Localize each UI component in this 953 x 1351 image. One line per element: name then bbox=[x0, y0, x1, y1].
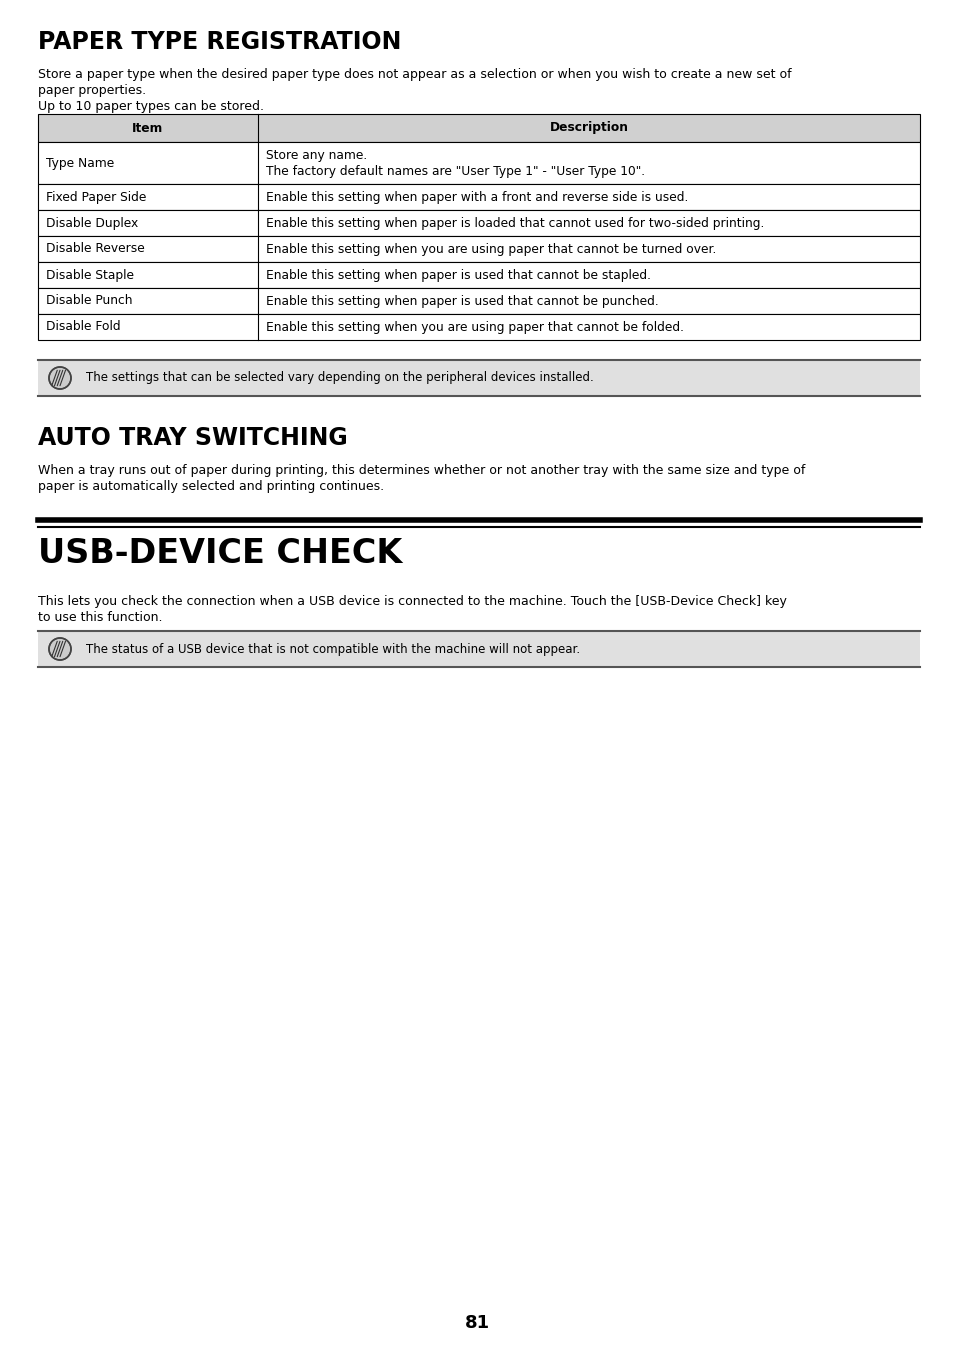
Text: Disable Punch: Disable Punch bbox=[46, 295, 132, 308]
Text: Store any name.: Store any name. bbox=[266, 149, 367, 162]
Circle shape bbox=[49, 638, 71, 661]
Text: Enable this setting when you are using paper that cannot be turned over.: Enable this setting when you are using p… bbox=[266, 242, 716, 255]
Text: AUTO TRAY SWITCHING: AUTO TRAY SWITCHING bbox=[38, 426, 348, 450]
Bar bbox=[38, 631, 919, 667]
Bar bbox=[38, 313, 919, 340]
Text: The status of a USB device that is not compatible with the machine will not appe: The status of a USB device that is not c… bbox=[86, 643, 579, 655]
Text: Disable Duplex: Disable Duplex bbox=[46, 216, 138, 230]
Bar bbox=[38, 359, 919, 396]
Bar bbox=[38, 209, 919, 236]
Text: paper is automatically selected and printing continues.: paper is automatically selected and prin… bbox=[38, 480, 384, 493]
Text: Store a paper type when the desired paper type does not appear as a selection or: Store a paper type when the desired pape… bbox=[38, 68, 791, 81]
Text: Up to 10 paper types can be stored.: Up to 10 paper types can be stored. bbox=[38, 100, 264, 113]
Text: The factory default names are "User Type 1" - "User Type 10".: The factory default names are "User Type… bbox=[266, 165, 644, 177]
Text: Enable this setting when paper is used that cannot be stapled.: Enable this setting when paper is used t… bbox=[266, 269, 650, 281]
Bar bbox=[38, 142, 919, 184]
Text: Enable this setting when paper is loaded that cannot used for two-sided printing: Enable this setting when paper is loaded… bbox=[266, 216, 763, 230]
Text: to use this function.: to use this function. bbox=[38, 611, 162, 624]
Text: Enable this setting when paper with a front and reverse side is used.: Enable this setting when paper with a fr… bbox=[266, 190, 688, 204]
Bar bbox=[38, 236, 919, 262]
Text: Description: Description bbox=[549, 122, 628, 135]
Text: The settings that can be selected vary depending on the peripheral devices insta: The settings that can be selected vary d… bbox=[86, 372, 593, 385]
Circle shape bbox=[49, 367, 71, 389]
Text: Disable Reverse: Disable Reverse bbox=[46, 242, 145, 255]
Text: USB-DEVICE CHECK: USB-DEVICE CHECK bbox=[38, 536, 402, 570]
Text: 81: 81 bbox=[464, 1315, 489, 1332]
Bar bbox=[38, 113, 919, 142]
Text: Enable this setting when paper is used that cannot be punched.: Enable this setting when paper is used t… bbox=[266, 295, 659, 308]
Bar bbox=[38, 184, 919, 209]
Bar bbox=[38, 262, 919, 288]
Text: Item: Item bbox=[132, 122, 164, 135]
Text: Type Name: Type Name bbox=[46, 157, 114, 169]
Text: Enable this setting when you are using paper that cannot be folded.: Enable this setting when you are using p… bbox=[266, 320, 683, 334]
Text: PAPER TYPE REGISTRATION: PAPER TYPE REGISTRATION bbox=[38, 30, 401, 54]
Text: paper properties.: paper properties. bbox=[38, 84, 146, 97]
Text: When a tray runs out of paper during printing, this determines whether or not an: When a tray runs out of paper during pri… bbox=[38, 463, 804, 477]
Text: This lets you check the connection when a USB device is connected to the machine: This lets you check the connection when … bbox=[38, 594, 786, 608]
Text: Fixed Paper Side: Fixed Paper Side bbox=[46, 190, 146, 204]
Text: Disable Fold: Disable Fold bbox=[46, 320, 120, 334]
Text: Disable Staple: Disable Staple bbox=[46, 269, 133, 281]
Bar bbox=[38, 288, 919, 313]
